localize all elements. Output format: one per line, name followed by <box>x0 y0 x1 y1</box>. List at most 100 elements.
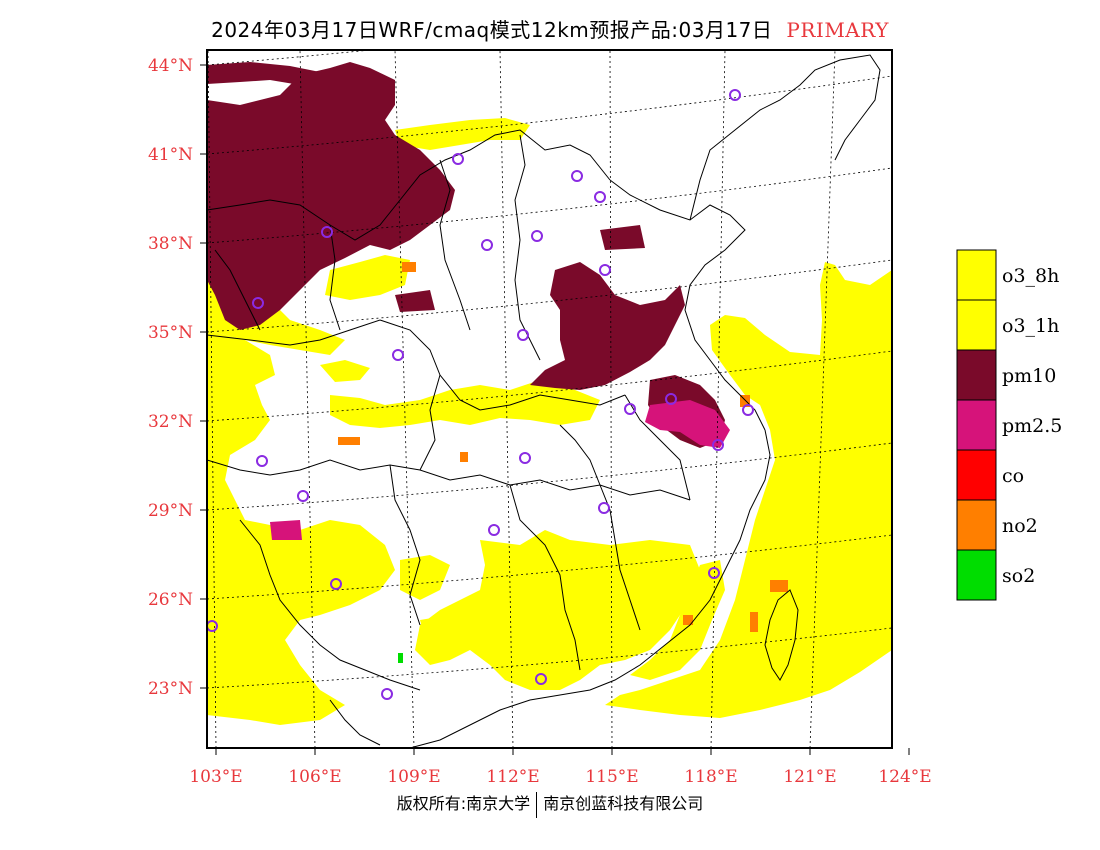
graticule-meridian <box>394 50 415 748</box>
lat-tick-label: 29°N <box>148 501 193 521</box>
copyright-left: 版权所有:南京大学 <box>396 794 531 813</box>
city-marker <box>297 490 309 502</box>
pm25-southwest <box>270 520 302 540</box>
lat-tick-label: 32°N <box>148 412 193 432</box>
city-marker <box>742 404 754 416</box>
city-marker <box>571 170 583 182</box>
city-marker <box>594 191 606 203</box>
title-main: 2024年03月17日WRF/cmaq模式12km预报产品:03月17日 <box>211 18 773 42</box>
lat-tick-label: 35°N <box>148 323 193 343</box>
boundary-line <box>409 429 771 748</box>
city-marker <box>598 502 610 514</box>
lon-tick-label: 118°E <box>684 767 737 787</box>
legend-swatch <box>956 349 997 401</box>
city-marker <box>624 403 636 415</box>
boundary-line <box>329 224 341 331</box>
city-marker <box>330 578 342 590</box>
city-marker <box>708 567 720 579</box>
lon-tick-label: 103°E <box>189 767 242 787</box>
boundary-line <box>419 374 441 471</box>
no2-spot <box>338 437 360 445</box>
boundary-line <box>509 484 581 671</box>
no2-spot <box>750 612 758 632</box>
legend-swatch <box>956 249 997 301</box>
no2-spots <box>338 262 788 632</box>
lat-tick-label: 38°N <box>148 234 193 254</box>
pm25-east <box>645 400 730 448</box>
boundary-line <box>239 519 421 691</box>
legend-label: pm2.5 <box>1002 415 1062 437</box>
city-marker <box>452 153 464 165</box>
city-marker <box>256 455 268 467</box>
graticule-meridian <box>609 50 613 748</box>
boundary-line <box>207 129 611 241</box>
city-marker <box>252 297 264 309</box>
city-marker <box>207 620 218 632</box>
pm10-regions <box>207 62 725 448</box>
o3-mid-patch <box>320 360 370 382</box>
legend-label: no2 <box>1002 515 1038 537</box>
legend-swatch <box>956 499 997 551</box>
city-marker <box>665 393 677 405</box>
graticule-meridian <box>207 50 217 748</box>
no2-spot <box>740 395 750 407</box>
o3-east-sea <box>605 262 892 718</box>
longitude-axis: 103°E 106°E 109°E 112°E 115°E 118°E 121°E 124°E <box>189 748 932 787</box>
copyright-footer: 版权所有:南京大学 南京创蓝科技有限公司 <box>0 790 1100 818</box>
city-marker <box>381 688 393 700</box>
city-marker <box>519 452 531 464</box>
city-marker <box>531 230 543 242</box>
boundary-line <box>439 159 471 331</box>
graticule-meridian <box>710 50 726 748</box>
city-marker <box>392 349 404 361</box>
graticule-parallel <box>207 167 892 244</box>
pm10-northwest <box>207 62 455 330</box>
graticule <box>207 50 892 748</box>
lon-tick-label: 112°E <box>486 767 539 787</box>
legend-label: pm10 <box>1002 365 1056 387</box>
graticule-meridian <box>299 50 316 748</box>
o3-guangxi <box>420 615 470 655</box>
boundary-line <box>689 54 881 221</box>
legend-swatch <box>956 449 997 501</box>
no2-spot <box>402 262 416 272</box>
no2-spot <box>683 615 693 625</box>
city-marker <box>481 239 493 251</box>
pm10-patch-b <box>600 225 645 250</box>
map-area <box>207 50 892 748</box>
boundary-line <box>207 319 626 411</box>
legend-label: o3_1h <box>1002 315 1059 337</box>
boundary-line <box>214 249 261 331</box>
no2-spot <box>460 452 468 462</box>
lon-tick-label: 115°E <box>585 767 638 787</box>
pm10-patch-a <box>395 290 435 312</box>
o3-southeast-coast <box>630 560 725 680</box>
city-marker <box>488 524 500 536</box>
taiwan-outline <box>764 589 799 681</box>
lat-tick-label: 23°N <box>148 679 193 699</box>
graticule-parallel <box>207 442 892 511</box>
graticule-parallel <box>207 259 892 333</box>
city-marker <box>712 439 724 451</box>
o3-south-strip <box>400 555 450 600</box>
boundary-line <box>389 464 421 626</box>
o3-south-china <box>415 530 700 690</box>
city-marker <box>599 264 611 276</box>
boundary-line <box>207 459 691 501</box>
legend-label: o3_8h <box>1002 265 1059 287</box>
graticule-meridian <box>499 50 514 748</box>
o3-north-patch <box>325 255 410 300</box>
lon-tick-label: 106°E <box>288 767 341 787</box>
city-marker <box>729 89 741 101</box>
lon-tick-label: 109°E <box>387 767 440 787</box>
boundary-line <box>559 424 601 486</box>
legend-swatch <box>956 299 997 351</box>
o3-central-belt <box>330 380 600 428</box>
pm10-central-plain <box>530 262 685 390</box>
title-primary-tag: PRIMARY <box>786 18 889 42</box>
map-frame <box>206 49 893 749</box>
graticule-parallel <box>207 75 892 155</box>
no2-spot <box>770 580 788 592</box>
legend-swatch <box>956 549 997 601</box>
